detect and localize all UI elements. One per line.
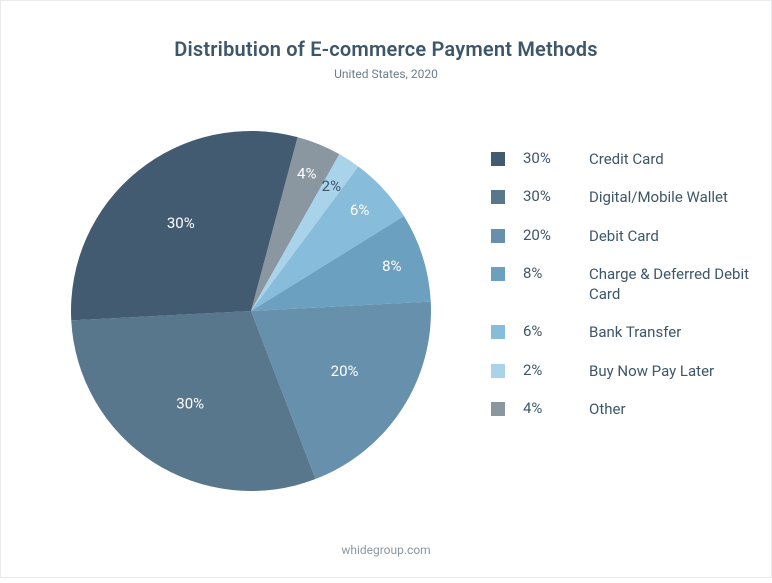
legend-label: Other — [579, 399, 626, 419]
legend-swatch — [491, 190, 505, 204]
legend-row: 4%Other — [491, 399, 759, 419]
legend-percent: 30% — [505, 149, 579, 167]
legend: 30%Credit Card30%Digital/Mobile Wallet20… — [491, 149, 759, 437]
footer-attribution: whidegroup.com — [1, 543, 771, 557]
legend-row: 30%Digital/Mobile Wallet — [491, 187, 759, 207]
legend-percent: 2% — [505, 361, 579, 379]
pie-slice-label: 6% — [350, 201, 369, 219]
pie-slice-label: 8% — [382, 257, 401, 275]
legend-swatch — [491, 229, 505, 243]
legend-swatch — [491, 402, 505, 416]
legend-label: Credit Card — [579, 149, 664, 169]
legend-swatch — [491, 267, 505, 281]
legend-swatch — [491, 364, 505, 378]
pie-slice-label: 30% — [167, 214, 195, 232]
legend-swatch — [491, 152, 505, 166]
legend-percent: 30% — [505, 187, 579, 205]
legend-label: Charge & Deferred Debit Card — [579, 264, 759, 305]
legend-row: 8%Charge & Deferred Debit Card — [491, 264, 759, 305]
legend-percent: 8% — [505, 264, 579, 282]
legend-row: 30%Credit Card — [491, 149, 759, 169]
legend-label: Bank Transfer — [579, 322, 681, 342]
pie-slice-label: 2% — [322, 177, 341, 195]
legend-label: Debit Card — [579, 226, 659, 246]
legend-percent: 6% — [505, 322, 579, 340]
pie-slice-label: 4% — [297, 164, 316, 182]
legend-percent: 4% — [505, 399, 579, 417]
legend-row: 6%Bank Transfer — [491, 322, 759, 342]
pie-slice-label: 30% — [176, 395, 204, 413]
legend-label: Buy Now Pay Later — [579, 361, 714, 381]
legend-row: 2%Buy Now Pay Later — [491, 361, 759, 381]
legend-row: 20%Debit Card — [491, 226, 759, 246]
pie-slice-label: 20% — [331, 362, 359, 380]
legend-swatch — [491, 325, 505, 339]
legend-percent: 20% — [505, 226, 579, 244]
legend-label: Digital/Mobile Wallet — [579, 187, 728, 207]
